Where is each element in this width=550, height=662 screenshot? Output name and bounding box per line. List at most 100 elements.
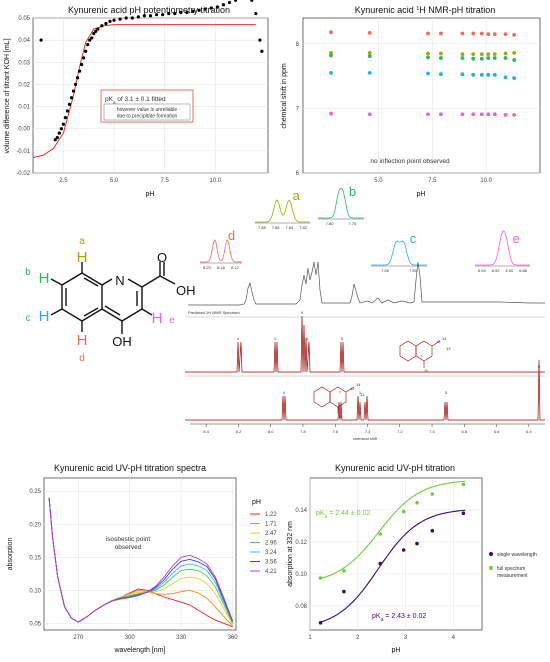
data-point — [39, 38, 43, 42]
inset-tick-e: 6.92 — [492, 268, 501, 273]
data-point — [96, 27, 100, 31]
data-point — [185, 10, 189, 15]
y-tick-label: 0.01 — [18, 105, 30, 111]
data-point — [59, 127, 63, 131]
point-c — [503, 75, 508, 80]
x-tick-label: 360 — [228, 635, 239, 641]
data-point — [61, 122, 65, 126]
point-single — [461, 511, 466, 515]
point-full — [430, 492, 435, 496]
legend-label: 1.71 — [265, 522, 277, 528]
inset-tick-b: 7.75 — [349, 221, 358, 226]
point-e — [426, 112, 430, 117]
h-bond-e — [141, 308, 153, 316]
inset-label-c: c — [410, 231, 417, 246]
pka-note-line2: due to precipitate formation — [117, 114, 178, 120]
point-d — [503, 32, 508, 37]
peak-label-lower: 4 — [283, 390, 286, 395]
nmr-tick-label: 7.6 — [332, 429, 338, 434]
atom-h-c: H — [39, 308, 50, 325]
fit-line — [32, 24, 256, 158]
y-tick-label: 0.25 — [29, 489, 41, 495]
data-point — [112, 18, 116, 22]
peak-label-lower: 1 — [359, 390, 362, 395]
peak-label-lower: 5 — [445, 390, 448, 395]
data-point — [63, 116, 68, 120]
ring-double-bond — [83, 277, 99, 287]
data-point — [80, 62, 84, 67]
data-point — [254, 11, 258, 16]
uv-spectra-xlabel: wavelength [nm] — [114, 647, 166, 654]
uv-spectra-panel: Kynurenic acid UV-pH titration spectra 2… — [7, 463, 277, 654]
ring-double-bond — [104, 305, 121, 316]
point-single — [378, 561, 383, 566]
inset-tick-d: 8.20 — [203, 265, 212, 270]
peak-label-upper: 6 — [306, 336, 309, 341]
legend-label: 3.24 — [265, 550, 277, 556]
data-point — [100, 24, 104, 28]
y-tick-label: 0.10 — [295, 572, 307, 578]
point-b — [486, 56, 491, 60]
struct-label-lower: 11 — [338, 414, 343, 419]
nmr-tick-label: 6.8 — [462, 429, 468, 434]
data-point — [227, 0, 232, 5]
atom-n: N — [115, 273, 124, 288]
data-point — [124, 16, 128, 20]
point-e — [492, 112, 497, 117]
data-point — [86, 42, 90, 47]
point-d — [367, 30, 372, 35]
x-tick-label: 10.0 — [209, 178, 221, 184]
fit-curve-single — [319, 509, 466, 624]
atom-o-carbonyl: O — [157, 250, 167, 265]
y-tick-label: 0.12 — [295, 540, 307, 546]
point-d — [479, 31, 484, 36]
legend-label: 2.96 — [265, 541, 277, 547]
point-c — [426, 71, 430, 76]
point-c — [479, 72, 484, 77]
point-full — [415, 501, 419, 505]
data-point — [108, 19, 112, 23]
predicted-spectrum-lower — [185, 359, 545, 421]
data-point — [55, 135, 59, 140]
potentiometry-panel: Kynurenic acid pH potentiometry titratio… — [4, 0, 269, 198]
predicted-spectrum-upper — [185, 315, 545, 373]
data-point — [221, 3, 226, 7]
point-single — [430, 529, 435, 533]
legend-label: 1.22 — [265, 512, 277, 518]
point-full — [318, 576, 323, 580]
point-a — [460, 52, 465, 57]
data-point — [173, 11, 177, 16]
point-e — [460, 112, 465, 117]
pyridine-ring — [101, 278, 113, 286]
inset-label-a: a — [293, 188, 301, 203]
spectrum-ph-4.21 — [48, 497, 234, 623]
y-tick-label: 0.02 — [18, 82, 30, 88]
data-point — [94, 29, 98, 33]
inset-tick-c: 7.50 — [409, 268, 418, 273]
data-point — [191, 9, 195, 13]
point-d — [426, 31, 430, 36]
y-tick-label: 0.20 — [29, 522, 41, 528]
struct-label-upper: 14 — [442, 336, 447, 341]
point-a — [492, 52, 497, 57]
data-point — [88, 38, 92, 42]
inset-tick-a: 7.88 — [258, 225, 267, 230]
data-point — [75, 76, 80, 80]
data-point — [233, 0, 238, 2]
data-point — [90, 36, 94, 40]
label-e: e — [169, 315, 175, 326]
point-c — [329, 70, 333, 75]
point-full — [342, 569, 346, 573]
inset-spectrum-a — [255, 199, 310, 223]
y-tick-label: 0.04 — [18, 38, 30, 44]
inset-spectrum-c — [371, 240, 427, 266]
point-e — [367, 112, 372, 117]
y-tick-label: 0.08 — [295, 604, 307, 610]
data-point — [258, 38, 262, 42]
inset-tick-a: 7.84 — [285, 225, 294, 230]
data-point — [209, 6, 213, 10]
point-e — [503, 112, 508, 117]
point-c — [367, 70, 372, 75]
point-b — [329, 53, 333, 58]
